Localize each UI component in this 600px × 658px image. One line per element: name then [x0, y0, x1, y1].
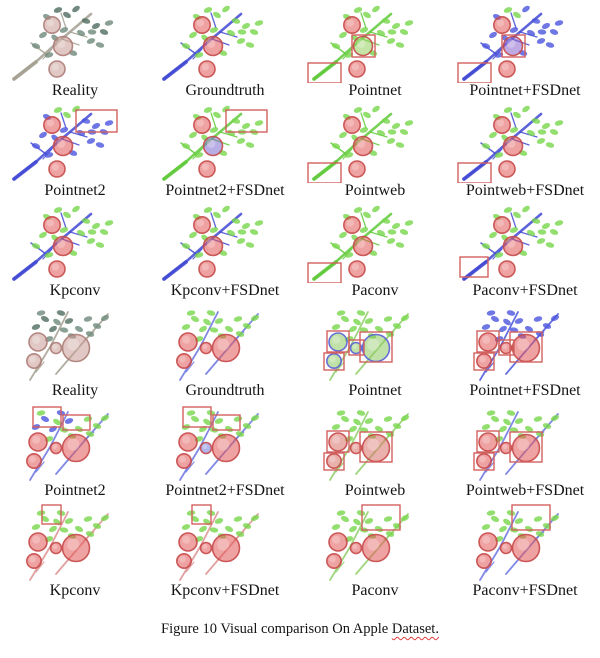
- method-label: Pointnet2: [44, 182, 106, 199]
- pointcloud-image: [323, 310, 410, 381]
- method-panel-pointnet2: Pointnet2: [0, 402, 150, 502]
- method-panel-reality: Reality: [0, 2, 150, 102]
- method-panel-pointnet2-fsdnet: Pointnet2+FSDnet: [150, 102, 300, 202]
- method-label: Pointnet+FSDnet: [469, 82, 581, 99]
- method-panel-kpconv: Kpconv: [0, 502, 150, 602]
- method-panel-pointweb-fsdnet: Pointweb+FSDnet: [450, 402, 600, 502]
- pointcloud-image: [307, 105, 414, 183]
- pointcloud-image: [175, 310, 260, 381]
- method-label: Pointweb+FSDnet: [465, 182, 585, 199]
- method-panel-pointnet2-fsdnet: Pointnet2+FSDnet: [150, 402, 300, 502]
- method-label: Paconv+FSDnet: [472, 582, 578, 599]
- pointcloud-image: [12, 205, 114, 281]
- pointcloud-image: [459, 205, 564, 281]
- method-panel-reality: Reality: [0, 302, 150, 402]
- pointcloud-image: [162, 205, 264, 281]
- method-label: Pointnet2: [44, 482, 106, 499]
- method-label: Pointweb: [344, 182, 406, 199]
- method-label: Paconv: [351, 282, 399, 299]
- method-label: Pointnet: [348, 82, 402, 99]
- method-label: Reality: [51, 82, 99, 99]
- method-panel-paconv-fsdnet: Paconv+FSDnet: [450, 502, 600, 602]
- method-label: Pointweb: [344, 482, 406, 499]
- pointcloud-image: [475, 504, 560, 581]
- method-panel-pointnet: Pointnet: [300, 2, 450, 102]
- method-panel-pointnet-fsdnet: Pointnet+FSDnet: [450, 302, 600, 402]
- pointcloud-image: [12, 5, 114, 81]
- method-panel-kpconv: Kpconv: [0, 202, 150, 302]
- method-panel-paconv: Paconv: [300, 202, 450, 302]
- method-panel-pointweb: Pointweb: [300, 402, 450, 502]
- method-panel-pointnet2: Pointnet2: [0, 102, 150, 202]
- method-label: Paconv: [351, 582, 399, 599]
- method-label: Reality: [51, 382, 99, 399]
- figure-grid: Reality Groundtruth Pointnet Pointnet+FSDne…: [0, 2, 600, 602]
- pointcloud-image: [12, 105, 118, 181]
- pointcloud-image: [175, 406, 260, 481]
- method-label: Kpconv+FSDnet: [170, 582, 280, 599]
- caption-text: Figure 10 Visual comparison On Apple: [161, 621, 392, 637]
- method-panel-groundtruth: Groundtruth: [150, 2, 300, 102]
- method-label: Kpconv: [49, 582, 101, 599]
- pointcloud-image: [457, 5, 564, 83]
- method-label: Pointnet2+FSDnet: [165, 482, 285, 499]
- pointcloud-image: [457, 105, 564, 183]
- method-panel-pointnet-fsdnet: Pointnet+FSDnet: [450, 2, 600, 102]
- method-panel-kpconv-fsdnet: Kpconv+FSDnet: [150, 502, 300, 602]
- method-label: Groundtruth: [185, 82, 265, 99]
- pointcloud-image: [25, 310, 110, 381]
- method-panel-kpconv-fsdnet: Kpconv+FSDnet: [150, 202, 300, 302]
- method-label: Pointweb+FSDnet: [465, 482, 585, 499]
- method-label: Kpconv+FSDnet: [170, 282, 280, 299]
- method-label: Pointnet: [348, 382, 402, 399]
- pointcloud-image: [473, 410, 560, 481]
- method-panel-pointweb-fsdnet: Pointweb+FSDnet: [450, 102, 600, 202]
- pointcloud-image: [175, 504, 260, 581]
- method-label: Kpconv: [49, 282, 101, 299]
- pointcloud-image: [325, 504, 410, 581]
- method-label: Groundtruth: [185, 382, 265, 399]
- pointcloud-image: [25, 406, 110, 481]
- pointcloud-image: [162, 105, 268, 181]
- method-label: Pointnet+FSDnet: [469, 382, 581, 399]
- method-panel-pointnet: Pointnet: [300, 302, 450, 402]
- pointcloud-image: [162, 5, 264, 81]
- pointcloud-image: [307, 205, 414, 283]
- pointcloud-image: [473, 310, 560, 381]
- pointcloud-image: [307, 5, 414, 83]
- pointcloud-image: [25, 504, 110, 581]
- pointcloud-image: [323, 410, 410, 481]
- method-panel-paconv-fsdnet: Paconv+FSDnet: [450, 202, 600, 302]
- figure-caption: Figure 10 Visual comparison On Apple Dat…: [0, 621, 600, 638]
- method-panel-paconv: Paconv: [300, 502, 450, 602]
- caption-flagged-word: Dataset.: [391, 621, 439, 637]
- method-label: Paconv+FSDnet: [472, 282, 578, 299]
- method-panel-pointweb: Pointweb: [300, 102, 450, 202]
- method-label: Pointnet2+FSDnet: [165, 182, 285, 199]
- method-panel-groundtruth: Groundtruth: [150, 302, 300, 402]
